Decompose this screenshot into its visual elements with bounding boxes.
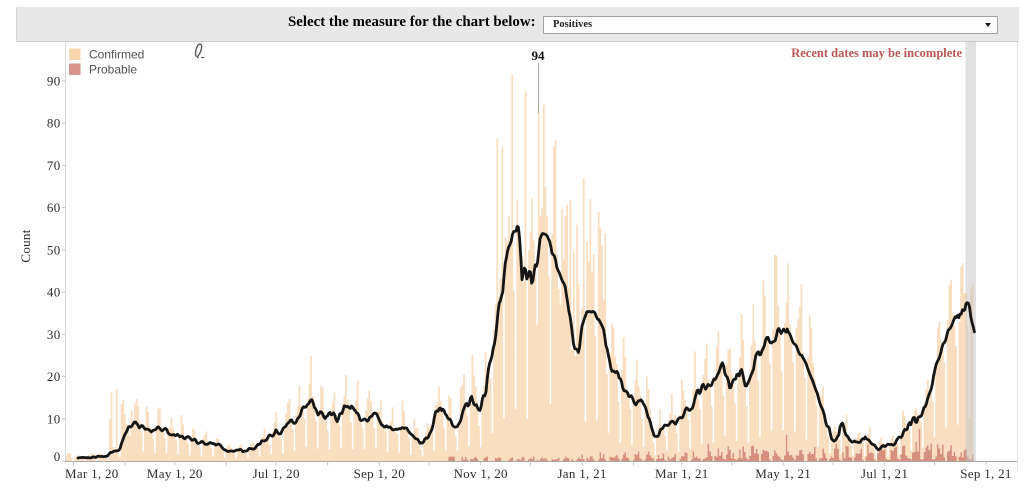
svg-text:40: 40 (47, 285, 61, 300)
svg-text:30: 30 (47, 327, 61, 342)
svg-text:Confirmed: Confirmed (89, 48, 144, 62)
svg-text:May 1, 21: May 1, 21 (755, 466, 811, 481)
svg-text:20: 20 (47, 369, 61, 384)
svg-text:Probable: Probable (89, 63, 137, 77)
svg-text:0: 0 (54, 449, 61, 464)
svg-text:Sep 1, 20: Sep 1, 20 (354, 466, 405, 481)
svg-text:10: 10 (47, 411, 61, 426)
svg-text:Jul 1, 20: Jul 1, 20 (253, 466, 300, 481)
svg-text:May 1, 20: May 1, 20 (147, 466, 203, 481)
svg-text:60: 60 (47, 200, 61, 215)
svg-text:Jan 1, 21: Jan 1, 21 (557, 466, 606, 481)
svg-text:Nov 1, 20: Nov 1, 20 (454, 466, 508, 481)
svg-text:80: 80 (47, 116, 61, 131)
svg-text:90: 90 (47, 74, 61, 89)
svg-text:Jul 1, 21: Jul 1, 21 (861, 466, 908, 481)
svg-text:70: 70 (47, 158, 61, 173)
svg-text:94: 94 (532, 48, 546, 63)
svg-text:50: 50 (47, 242, 61, 257)
svg-text:Mar 1, 20: Mar 1, 20 (65, 466, 119, 481)
svg-text:Count: Count (18, 229, 33, 262)
svg-text:Sep 1, 21: Sep 1, 21 (960, 466, 1011, 481)
svg-text:Mar 1, 21: Mar 1, 21 (655, 466, 709, 481)
svg-text:Recent dates may be incomplete: Recent dates may be incomplete (791, 46, 962, 60)
